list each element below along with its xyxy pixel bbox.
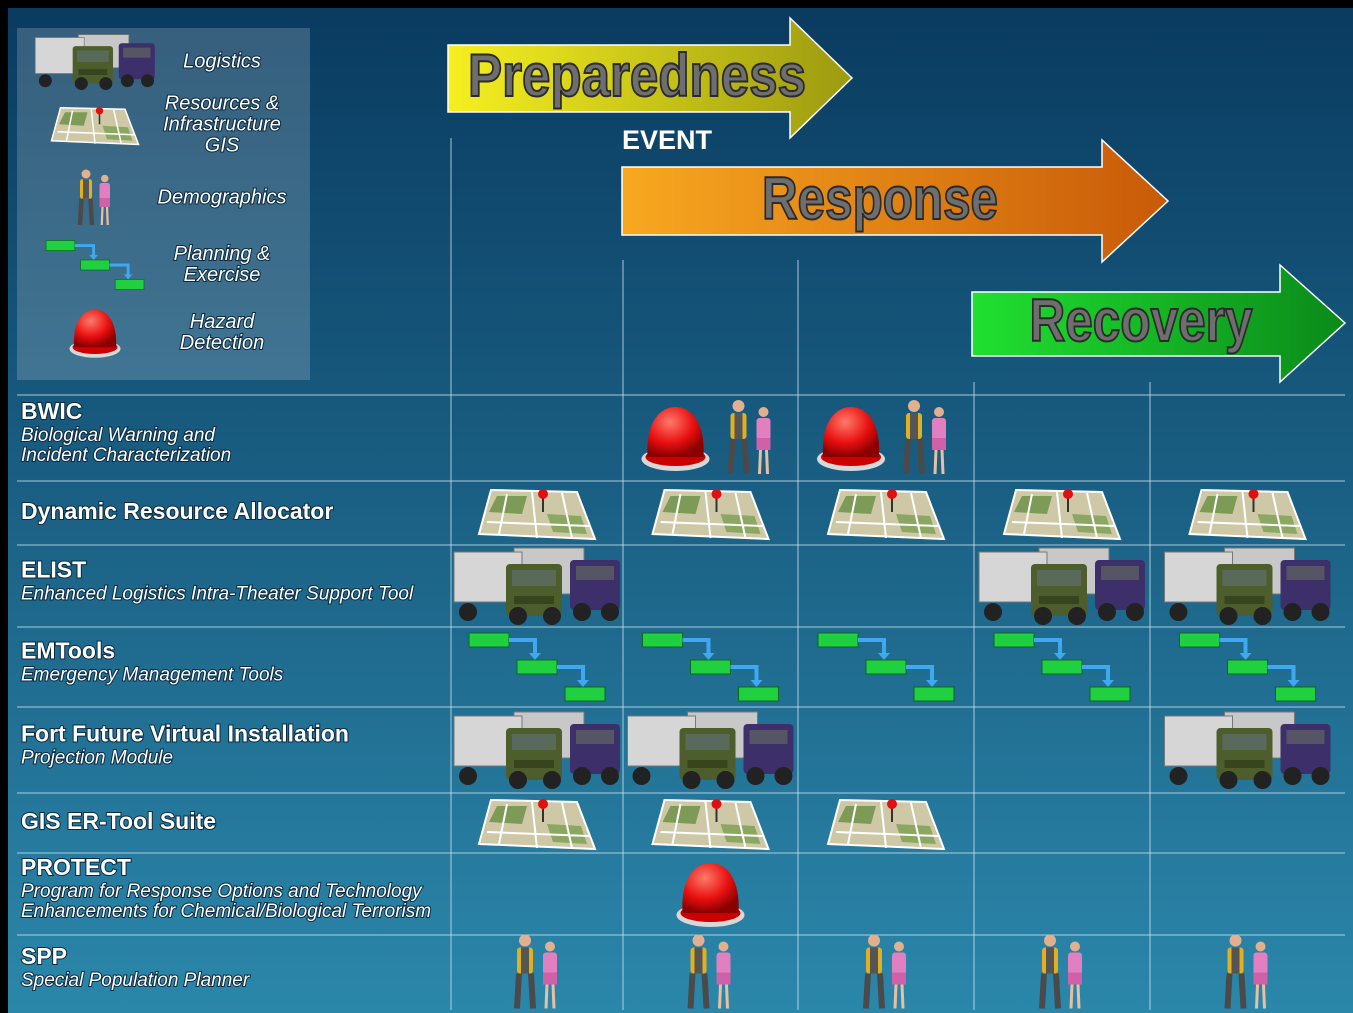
row-desc: Projection Module — [21, 748, 173, 769]
legend-label: Planning & — [174, 243, 271, 265]
map-icon — [50, 106, 140, 146]
map-icon — [827, 488, 945, 540]
legend-label: Resources & — [165, 92, 280, 114]
legend-icon — [50, 106, 140, 146]
map-icon — [1188, 488, 1307, 540]
phase-arrow — [621, 138, 1170, 264]
row-desc: Enhanced Logistics Intra-Theater Support… — [21, 584, 414, 605]
row-name: ELIST — [21, 557, 86, 583]
map-icon — [478, 798, 596, 850]
row-name: EMTools — [21, 638, 115, 664]
legend-label: Logistics — [183, 50, 261, 72]
row-desc: Biological Warning and — [21, 425, 216, 446]
phase-label: Preparedness — [468, 42, 806, 109]
event-label: EVENT — [622, 125, 713, 155]
legend-label: Infrastructure — [163, 113, 281, 135]
map-icon — [478, 488, 596, 540]
legend-label: Exercise — [184, 264, 261, 286]
row-name: SPP — [21, 943, 67, 969]
phase-label: Recovery — [1030, 287, 1254, 354]
phase-label: Response — [762, 165, 998, 232]
map-icon — [651, 488, 770, 540]
row-desc: Program for Response Options and Technol… — [21, 881, 423, 902]
row-desc: Enhancements for Chemical/Biological Ter… — [21, 901, 431, 922]
map-icon — [1003, 488, 1121, 540]
map-icon — [651, 798, 770, 850]
row-desc: Incident Characterization — [21, 445, 231, 466]
map-icon — [827, 798, 945, 850]
phase-arrow — [447, 16, 854, 140]
legend-label: Detection — [180, 332, 265, 354]
row-desc: Emergency Management Tools — [21, 665, 284, 686]
row-name: Fort Future Virtual Installation — [21, 721, 349, 747]
row-name: BWIC — [21, 398, 82, 424]
legend-label: Hazard — [190, 311, 255, 333]
legend-label: Demographics — [158, 186, 287, 208]
legend-box — [17, 28, 310, 380]
legend-label: GIS — [205, 134, 240, 156]
row-name: GIS ER-Tool Suite — [21, 808, 216, 834]
phase-arrow — [971, 263, 1347, 384]
row-name: Dynamic Resource Allocator — [21, 498, 333, 524]
row-name: PROTECT — [21, 854, 131, 880]
row-desc: Special Population Planner — [21, 970, 250, 991]
